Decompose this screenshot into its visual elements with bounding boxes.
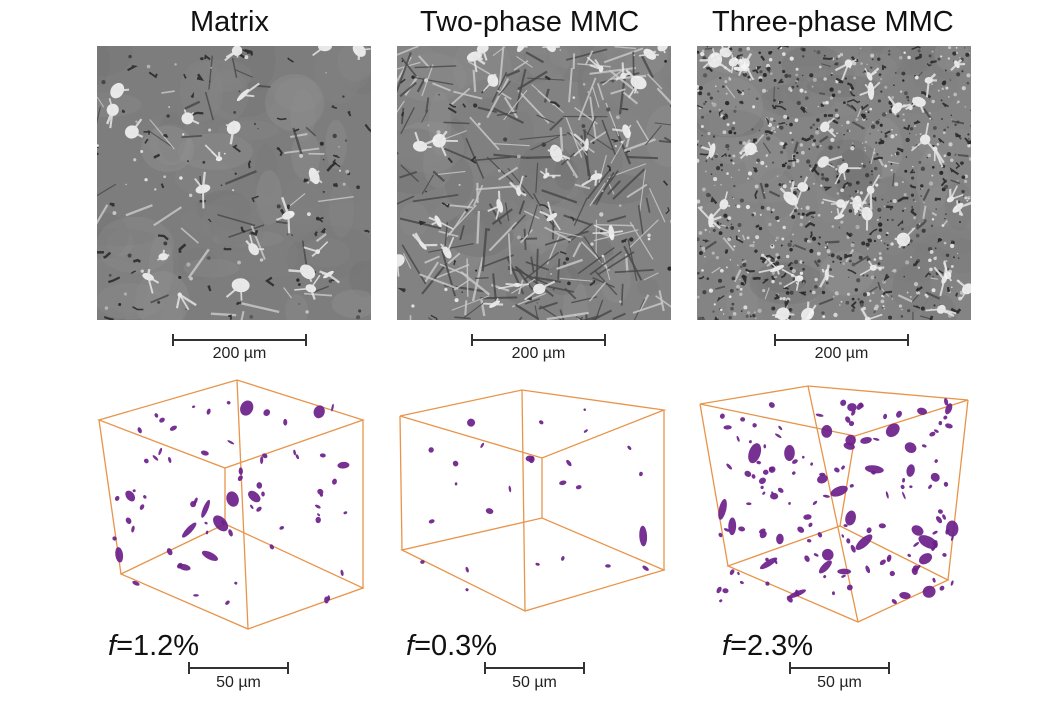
scale-bar-micro-matrix (172, 334, 307, 346)
volume-render-three-phase-mmc (699, 385, 969, 623)
scale-label-3d-two-phase: 50 µm (512, 674, 557, 691)
scale-bar-3d-three-phase (789, 662, 890, 674)
scale-label-micro-matrix: 200 µm (212, 345, 267, 362)
scale-label-3d-matrix: 50 µm (216, 674, 261, 691)
title-matrix: Matrix (190, 6, 269, 38)
volume-render-matrix (96, 379, 366, 630)
scale-bar-micro-three-phase (774, 334, 909, 346)
scale-label-3d-three-phase: 50 µm (817, 674, 862, 691)
micrograph-three-phase-mmc (697, 46, 971, 320)
scale-label-micro-three-phase: 200 µm (814, 345, 869, 362)
fraction-label-two-phase: f=0.3% (406, 630, 498, 662)
fraction-label-three-phase: f=2.3% (722, 630, 814, 662)
title-two-phase-mmc: Two-phase MMC (420, 6, 640, 38)
scale-bar-3d-two-phase (484, 662, 585, 674)
fraction-label-matrix: f=1.2% (108, 630, 200, 662)
scale-label-micro-two-phase: 200 µm (511, 345, 566, 362)
title-three-phase-mmc: Three-phase MMC (712, 6, 954, 38)
micrograph-two-phase-mmc (397, 46, 671, 320)
micrograph-matrix (97, 46, 371, 320)
scale-bar-micro-two-phase (471, 334, 606, 346)
scale-bar-3d-matrix (188, 662, 289, 674)
volume-render-two-phase-mmc (399, 389, 667, 612)
